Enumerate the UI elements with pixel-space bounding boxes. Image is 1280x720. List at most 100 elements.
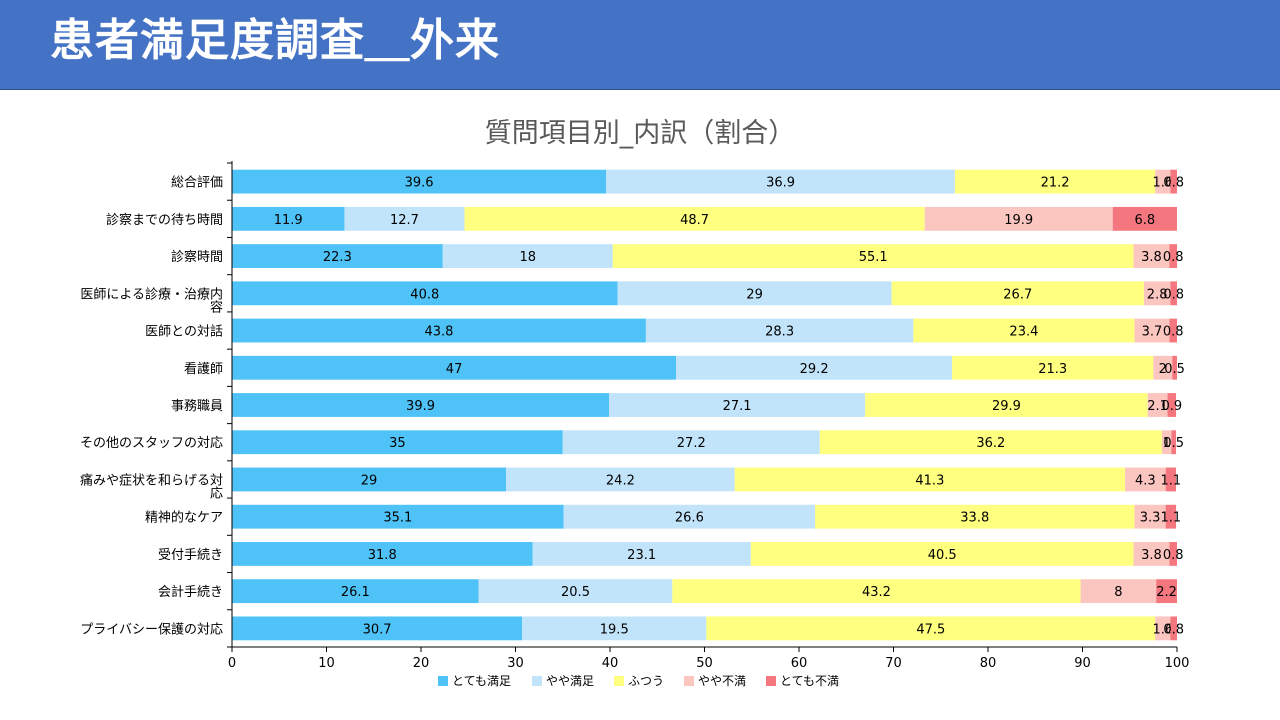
data-label: 0.8 [1163,325,1184,340]
title-banner: 患者満足度調査＿外来 [0,0,1280,90]
legend-item: ふつう [614,674,664,688]
data-label: 29 [361,473,378,488]
x-tick-label: 70 [885,656,902,671]
category-label: 診察までの待ち時間 [106,212,223,228]
category-label: 痛みや症状を和らげる対応 [80,472,223,501]
legend-label: とても満足 [452,674,511,688]
bar-segment [1112,206,1177,231]
data-label: 1.1 [1161,511,1182,526]
data-label: 18 [520,250,537,265]
bar-segment [232,318,646,343]
legend-swatch [532,676,542,686]
bar-segment [1165,504,1177,529]
data-label: 2 [1159,362,1167,377]
data-label: 0.5 [1164,362,1185,377]
bar-segment [1134,504,1166,529]
data-label: 28.3 [765,325,794,340]
bar-segment [232,393,610,417]
bar-segment [954,169,1156,194]
bar-segment [232,504,564,529]
bar-segment [734,467,1126,492]
data-label: 6.8 [1135,213,1156,228]
data-label: 3.8 [1141,250,1162,265]
bar-segment [232,206,345,231]
bar-segment [232,244,443,268]
category-label: 受付手続き [158,548,223,563]
data-label: 21.3 [1038,362,1067,377]
data-label: 4.3 [1135,473,1156,488]
bar-segment [617,281,892,306]
bar-segment [232,616,523,641]
bar-segment [232,281,618,306]
data-label: 2.2 [1156,585,1177,600]
data-label: 47.5 [916,622,945,637]
bar-segment [1153,355,1173,380]
bar-segment [1169,542,1177,566]
data-label: 29.9 [992,399,1021,414]
x-tick-label: 60 [791,656,808,671]
bar-segment [562,430,820,455]
bar-segment [750,542,1134,566]
data-label: 43.2 [862,585,891,600]
bar-segment [506,467,735,492]
data-label: 0.5 [1163,436,1184,451]
bar-segment [1171,430,1177,455]
x-tick-label: 40 [602,656,619,671]
data-label: 3.7 [1142,325,1163,340]
bar-segment [478,579,673,604]
bar-row: 39.6 36.9 21.2 1.60.8 [232,169,1184,194]
bar-segment [232,430,563,455]
bar-segment [1169,318,1177,343]
bar-segment [1170,169,1177,194]
legend-item: やや不満 [684,674,746,688]
bar-row: 47 29.2 21.3 20.5 [232,355,1185,380]
bar-row: 39.9 27.1 29.9 2.10.9 [232,393,1182,417]
x-tick-label: 30 [507,656,524,671]
bar-segment [232,579,479,604]
bar-segment [1134,318,1170,343]
legend-swatch [438,676,448,686]
bar-segment [1172,355,1177,380]
x-tick-label: 0 [228,656,236,671]
data-label: 0.8 [1163,176,1184,191]
data-label: 23.4 [1009,325,1038,340]
data-label: 23.1 [627,548,656,563]
data-label: 26.1 [341,585,370,600]
bar-segment [563,504,816,529]
category-label: 会計手続き [158,584,223,600]
data-label: 21.2 [1041,176,1070,191]
category-label: 医師との対話 [145,324,223,340]
data-label: 8 [1114,585,1122,600]
bar-segment [1155,169,1171,194]
bar-segment [232,467,507,492]
bar-row: 22.3 18 55.1 3.8 0.8 [232,244,1184,268]
data-label: 0.8 [1163,287,1184,302]
bar-segment [1133,244,1170,268]
x-tick-label: 20 [413,656,430,671]
bar-segment [522,616,707,641]
category-label: プライバシー保護の対応 [80,621,223,637]
data-label: 11.9 [274,213,303,228]
data-label: 27.1 [723,399,752,414]
data-label: 19.9 [1004,213,1033,228]
data-label: 0.9 [1161,399,1182,414]
x-tick-label: 100 [1165,656,1190,671]
bar-segment [1167,393,1177,417]
data-label: 3.3 [1140,511,1161,526]
legend: とても満足 やや満足 ふつう やや不満 とても不満 [438,674,839,688]
chart-title: 質問項目別_内訳（割合） [485,118,796,149]
data-label: 41.3 [915,473,944,488]
category-label: 精神的なケア [145,510,223,526]
legend-item: とても不満 [766,674,839,688]
bar-row: 26.1 20.5 43.2 8 2.2 [232,579,1177,604]
bar-segment [1147,393,1168,417]
data-label: 24.2 [606,473,635,488]
legend-swatch [766,676,776,686]
data-label: 36.2 [976,436,1005,451]
category-label: その他のスタッフの対応 [80,436,223,451]
bar-segment [672,579,1081,604]
category-label: 診察時間 [171,249,223,265]
bar-segment [952,355,1154,380]
x-tick-label: 80 [980,656,997,671]
bar-row: 30.7 19.5 47.5 1.60.8 [232,616,1184,641]
